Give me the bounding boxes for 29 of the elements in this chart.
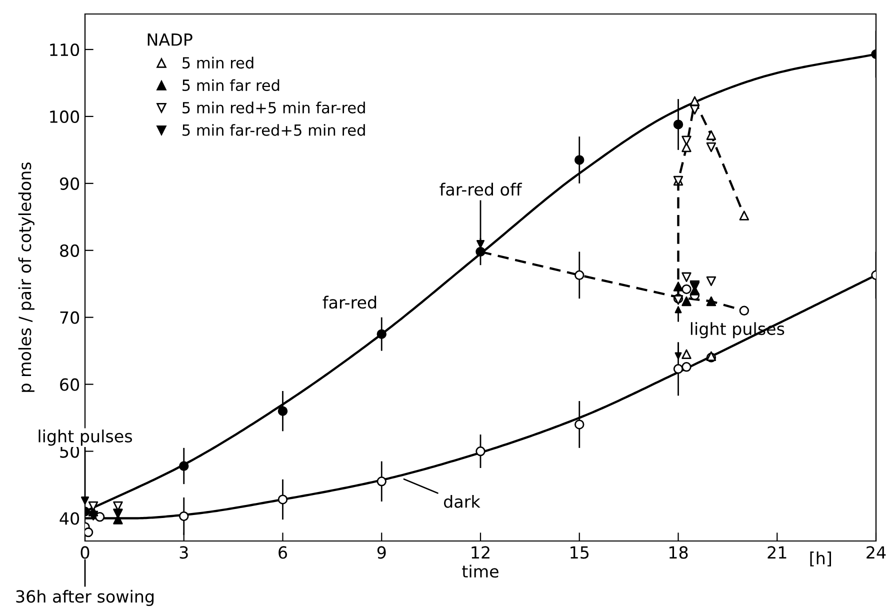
y-tick-label: 100 [50, 110, 80, 124]
legend-label: 5 min red+5 min far-red [182, 102, 365, 114]
y-tick-label: 110 [50, 43, 80, 56]
x-tick-label: 9 [377, 546, 386, 559]
y-tick-label: 70 [60, 311, 80, 324]
x-tick-label: 18 [669, 546, 688, 559]
text: 36h after sowing [16, 590, 154, 606]
text: [h] [810, 552, 831, 566]
x-tick-label: 15 [570, 546, 589, 559]
legend-label: 5 min far red [182, 79, 280, 92]
x-axis-title: time [462, 564, 498, 578]
x-tick-label: 12 [472, 546, 490, 559]
x-tick-label: 24 [866, 546, 886, 559]
y-axis-title: p moles / pair of cotyledons [18, 162, 34, 392]
annotation: far-red off [440, 182, 522, 196]
legend-label: 5 min red [182, 56, 254, 69]
legend-title: NADP [148, 34, 192, 46]
annotation: dark [444, 494, 480, 508]
y-tick-label: 80 [60, 244, 80, 257]
y-tick-label: 40 [60, 512, 80, 525]
annotation: light pulses [38, 430, 132, 446]
y-tick-label: 60 [60, 378, 80, 391]
annotation: far-red [322, 296, 376, 309]
legend-label: 5 min far-red+5 min red [182, 124, 365, 136]
x-tick-label: 3 [180, 546, 188, 559]
y-tick-label: 90 [60, 177, 80, 190]
x-tick-label: 6 [278, 546, 288, 559]
x-tick-label: 0 [80, 546, 90, 559]
x-tick-label: 21 [768, 546, 786, 559]
